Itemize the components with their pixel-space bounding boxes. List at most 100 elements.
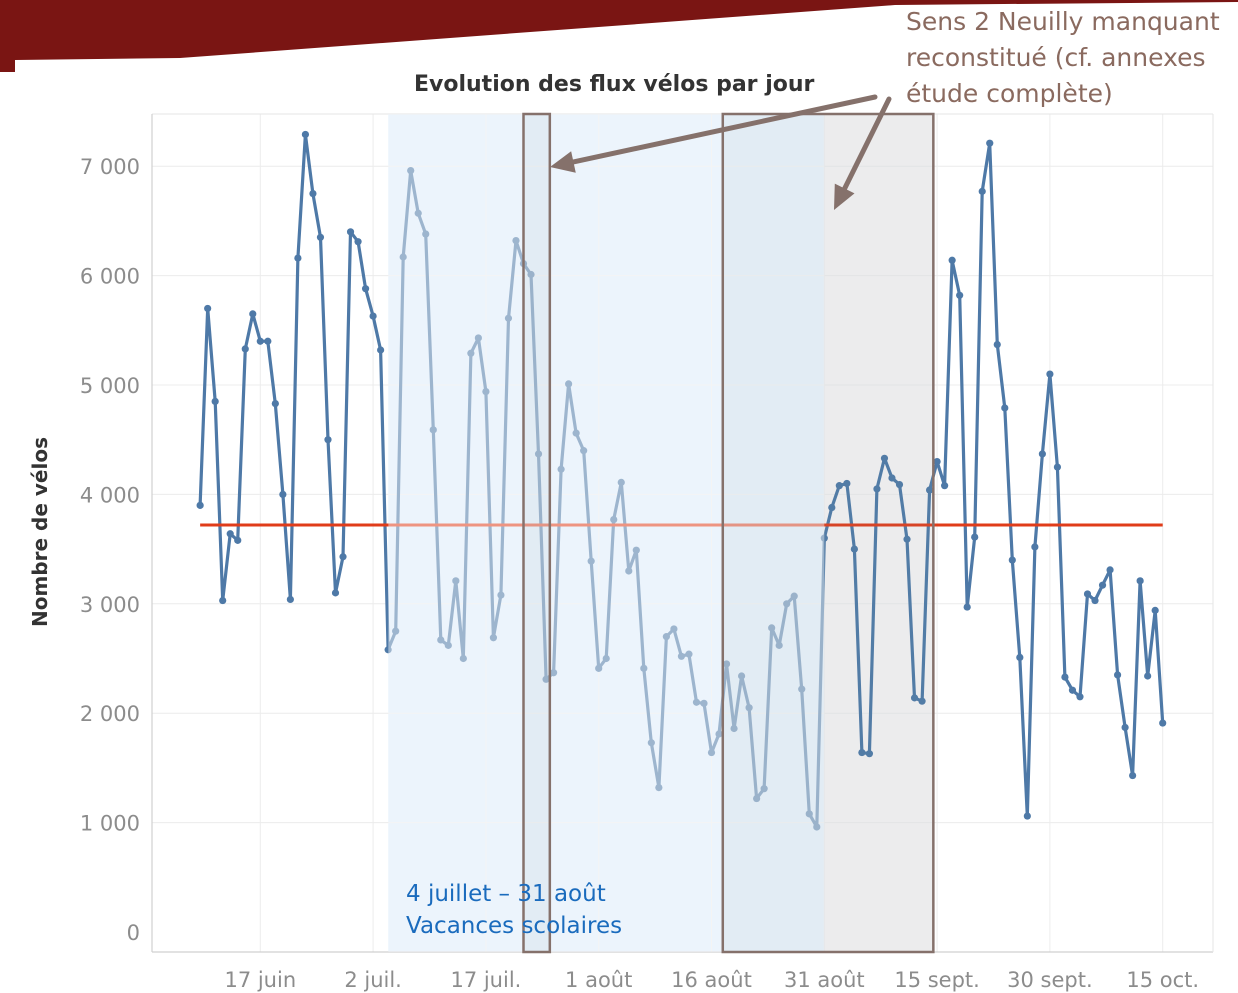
data-point — [895, 480, 904, 489]
x-tick-label: 17 juin — [224, 968, 296, 992]
data-point — [392, 627, 400, 635]
header-banner — [0, 0, 1238, 72]
data-point — [971, 533, 979, 541]
data-point — [384, 646, 392, 654]
x-tick-label: 2 juil. — [344, 968, 402, 992]
arrow-shaft — [842, 96, 892, 191]
data-point — [1001, 404, 1009, 412]
data-point — [850, 545, 858, 553]
y-tick-label: 5 000 — [80, 374, 140, 398]
highlight-box — [721, 112, 935, 954]
arrow-head — [550, 151, 576, 173]
data-point — [429, 426, 437, 434]
arrow-shaft — [570, 94, 878, 165]
vacation-note: 4 juillet – 31 août Vacances scolaires — [406, 878, 622, 942]
data-point — [843, 479, 851, 488]
data-point — [399, 253, 407, 261]
data-point — [828, 503, 836, 512]
data-point — [196, 501, 204, 509]
x-tick-label: 30 sept. — [1007, 968, 1093, 992]
highlight-boxes — [522, 112, 935, 954]
data-point — [745, 704, 753, 712]
data-point — [873, 485, 881, 493]
data-point — [444, 641, 452, 649]
data-point — [677, 652, 686, 660]
data-point — [956, 291, 964, 299]
data-point — [1031, 543, 1039, 551]
data-point — [369, 312, 377, 320]
data-point — [737, 672, 746, 680]
data-point — [865, 750, 874, 758]
data-point — [798, 685, 806, 693]
y-axis-ticks: 0 1 000 2 000 3 000 4 000 5 000 6 000 7 000 — [80, 155, 140, 945]
data-point — [407, 166, 415, 175]
data-point — [489, 634, 498, 642]
data-point — [880, 454, 889, 462]
data-point — [580, 447, 588, 455]
data-point — [858, 748, 866, 757]
data-point — [437, 636, 445, 644]
data-series — [196, 130, 1167, 831]
data-point — [309, 189, 317, 198]
data-point — [813, 823, 821, 831]
data-point — [1053, 463, 1062, 471]
note-line: Sens 2 Neuilly manquant — [906, 7, 1220, 36]
data-point — [249, 310, 257, 318]
data-point — [1038, 450, 1046, 458]
data-point — [316, 233, 325, 241]
data-point — [640, 664, 648, 672]
data-point — [452, 577, 460, 585]
data-point — [1023, 812, 1031, 820]
x-tick-label: 15 oct. — [1126, 968, 1199, 992]
annotation-arrows — [550, 94, 892, 210]
data-point — [1106, 566, 1114, 574]
data-point — [1008, 556, 1016, 564]
data-point — [346, 228, 355, 236]
vacation-band — [388, 114, 825, 952]
data-point — [219, 596, 227, 605]
data-point — [986, 139, 994, 147]
data-point — [512, 236, 520, 245]
data-point — [753, 794, 761, 803]
data-point — [647, 739, 655, 747]
data-point — [963, 603, 971, 611]
data-point — [542, 675, 550, 683]
data-point — [234, 536, 242, 544]
x-tick-label: 16 août — [671, 968, 752, 992]
data-point — [925, 486, 934, 494]
data-point — [933, 457, 941, 466]
data-point — [978, 187, 986, 195]
arrow-head — [834, 183, 855, 210]
data-point — [700, 699, 708, 707]
data-point — [835, 482, 843, 490]
data-point — [1151, 606, 1159, 614]
data-point — [1083, 590, 1092, 598]
data-point — [324, 436, 332, 444]
data-point — [294, 254, 302, 262]
data-point — [271, 399, 279, 408]
y-tick-label: 2 000 — [80, 702, 140, 726]
data-point — [1076, 693, 1084, 701]
x-tick-label: 1 août — [565, 968, 632, 992]
data-point — [715, 730, 723, 738]
x-tick-label: 15 sept. — [894, 968, 980, 992]
data-point — [459, 654, 467, 663]
data-point — [1098, 581, 1107, 589]
data-point — [361, 285, 370, 293]
y-tick-label: 3 000 — [80, 593, 140, 617]
data-point — [685, 650, 693, 658]
data-point — [632, 546, 640, 554]
data-point — [1091, 596, 1099, 605]
data-point — [1046, 370, 1054, 378]
data-point — [331, 589, 340, 597]
data-point — [903, 535, 911, 543]
data-point — [527, 270, 535, 279]
data-point — [692, 698, 701, 706]
data-point — [910, 694, 919, 702]
data-point — [301, 130, 310, 139]
note-line: étude complète) — [906, 79, 1113, 108]
data-point — [587, 557, 595, 565]
data-point — [534, 450, 543, 458]
data-point — [768, 624, 776, 632]
data-point — [1159, 719, 1167, 727]
